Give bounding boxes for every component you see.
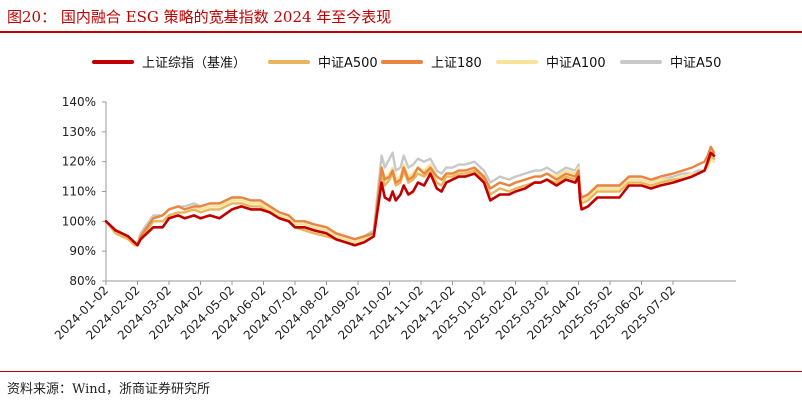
- series-line-1: [104, 154, 716, 247]
- legend-swatch: [268, 59, 310, 64]
- legend-label: 中证A50: [670, 56, 722, 71]
- y-tick-label: 90%: [69, 244, 96, 258]
- y-tick-label: 110%: [62, 185, 96, 199]
- legend-item-csi-a50: 中证A50: [620, 52, 721, 71]
- y-tick-label: 120%: [62, 155, 96, 169]
- figure-title: 图20： 国内融合 ESG 策略的宽基指数 2024 年至今表现: [7, 8, 392, 26]
- series-line-4: [104, 151, 716, 244]
- legend-item-csi-a500: 中证A500: [268, 52, 378, 71]
- legend-label: 上证180: [431, 56, 482, 71]
- legend-item-csi-a100: 中证A100: [496, 52, 606, 71]
- legend-label: 上证综指（基准）: [142, 56, 247, 71]
- title-bar: 图20： 国内融合 ESG 策略的宽基指数 2024 年至今表现: [0, 0, 802, 32]
- legend-item-sse-180: 上证180: [381, 52, 482, 71]
- legend-label: 中证A100: [546, 56, 606, 71]
- legend-swatch: [620, 59, 662, 64]
- y-tick-label: 140%: [62, 95, 96, 109]
- legend-item-shanghai-composite: 上证综指（基准）: [92, 52, 246, 71]
- y-tick-label: 100%: [62, 214, 96, 228]
- line-chart: 80%90%100%110%120%130%140%2024-01-022024…: [52, 95, 736, 342]
- series-line-2: [104, 145, 716, 247]
- legend: 上证综指（基准） 中证A500 上证180 中证A100 中证A50: [0, 52, 802, 74]
- series-line-3: [104, 157, 716, 244]
- bottom-rule: [0, 371, 802, 372]
- legend-swatch: [381, 59, 423, 64]
- legend-label: 中证A500: [318, 56, 378, 71]
- legend-swatch: [496, 59, 538, 64]
- y-tick-label: 80%: [69, 274, 96, 288]
- legend-swatch: [92, 59, 134, 64]
- y-tick-label: 130%: [62, 125, 96, 139]
- source-note: 资料来源：Wind，浙商证券研究所: [7, 382, 210, 397]
- series-line-0: [104, 151, 716, 247]
- top-rule: [0, 31, 802, 33]
